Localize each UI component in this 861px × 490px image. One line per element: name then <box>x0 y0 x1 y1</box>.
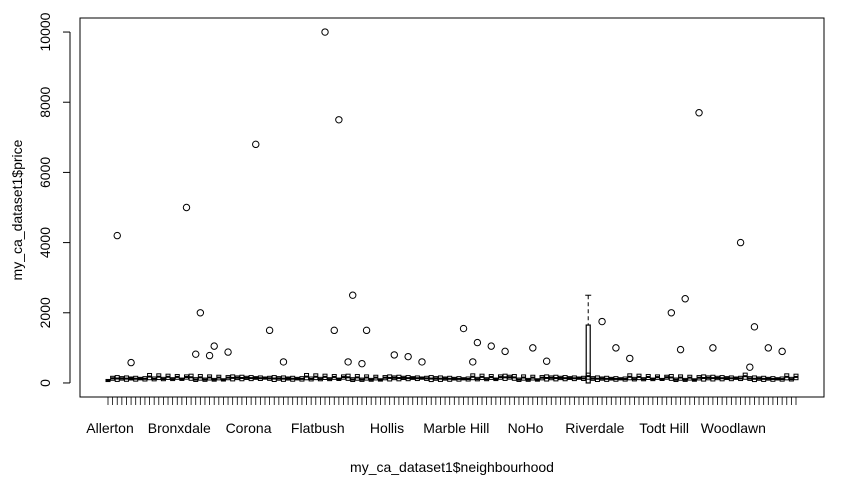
y-tick-label: 4000 <box>37 227 53 258</box>
outlier-point <box>344 358 352 366</box>
outlier-point <box>196 309 205 317</box>
x-tick-label: Flatbush <box>291 420 345 436</box>
outlier-point <box>404 352 412 361</box>
x-tick-label: Corona <box>226 420 272 436</box>
x-axis-ticks: Allerton Bronxdale Corona Flatbush Hollis Mar… <box>86 397 797 436</box>
outlier-point <box>598 317 606 326</box>
outlier-point <box>210 342 218 350</box>
y-tick-label: 6000 <box>37 157 53 188</box>
x-tick-label: Allerton <box>86 420 133 436</box>
outlier-point <box>192 350 200 358</box>
outlier-point <box>321 28 329 36</box>
outlier-point <box>459 324 468 333</box>
x-tick-label: Bronxdale <box>148 420 211 436</box>
outlier-point <box>418 358 426 366</box>
x-tick-label: Todt Hill <box>639 420 689 436</box>
outlier-point <box>279 358 288 366</box>
outlier-point <box>358 359 366 368</box>
outlier-point <box>746 363 754 371</box>
outlier-point <box>501 347 509 356</box>
outlier-point <box>626 354 634 363</box>
y-axis-title: my_ca_dataset1$price <box>9 139 25 280</box>
outlier-point <box>542 357 551 365</box>
x-axis-title: my_ca_dataset1$neighbourhood <box>350 459 554 475</box>
outlier-point <box>529 344 537 352</box>
outlier-point <box>676 345 685 354</box>
outlier-point <box>681 295 689 303</box>
outlier-point <box>612 344 620 352</box>
y-tick-label: 10000 <box>37 12 53 51</box>
x-tick-label: Woodlawn <box>701 420 766 436</box>
outlier-point <box>335 116 343 124</box>
outlier-point <box>469 358 477 366</box>
y-tick-label: 2000 <box>37 297 53 328</box>
x-tick-label: Hollis <box>370 420 404 436</box>
outlier-point <box>182 203 191 212</box>
outlier-point <box>349 291 357 299</box>
outlier-point <box>750 323 759 331</box>
outlier-point <box>709 344 717 352</box>
outlier-point <box>487 342 495 350</box>
plot-area-border <box>79 17 825 398</box>
outlier-point <box>265 326 274 335</box>
outlier-point <box>695 109 703 117</box>
outlier-point <box>252 140 260 149</box>
outlier-point <box>224 348 232 356</box>
outlier-point <box>330 326 338 335</box>
x-tick-label: Riverdale <box>565 420 624 436</box>
outlier-point <box>127 358 135 367</box>
outlier-point <box>113 231 121 240</box>
outlier-point <box>473 338 482 347</box>
outlier-point <box>667 309 676 317</box>
x-tick-label: NoHo <box>508 420 544 436</box>
outlier-point <box>736 238 745 247</box>
outlier-point <box>205 351 214 360</box>
y-tick-label: 8000 <box>37 86 53 117</box>
y-tick-label: 0 <box>37 379 53 387</box>
outlier-point <box>390 351 398 359</box>
y-axis: 0 2000 4000 6000 8000 10000 <box>37 12 71 387</box>
outlier-point <box>778 347 786 356</box>
outlier-point <box>764 344 772 352</box>
chart-marks <box>105 28 799 384</box>
x-tick-label: Marble Hill <box>423 420 489 436</box>
outlier-point <box>362 326 371 335</box>
